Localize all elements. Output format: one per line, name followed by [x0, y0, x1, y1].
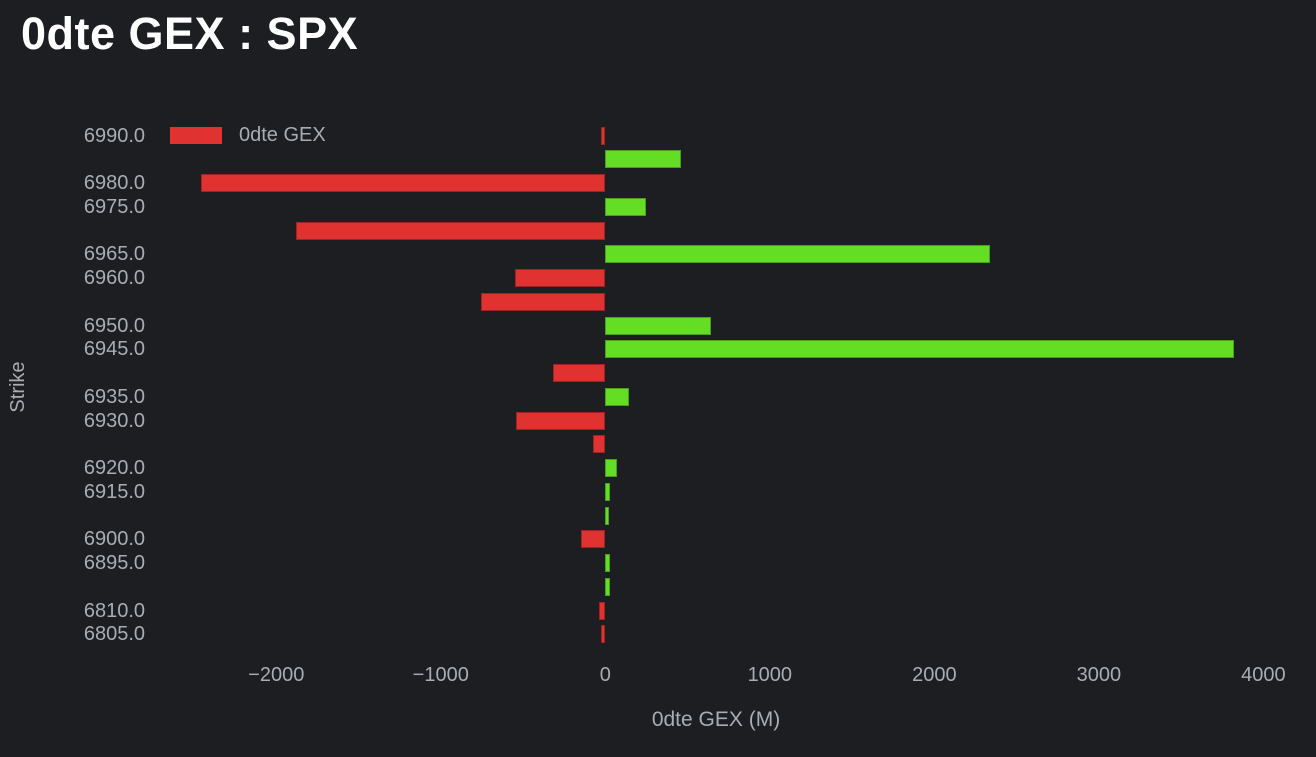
x-tick-label: −1000 — [412, 664, 469, 686]
strike-tick-label: 6960.0 — [83, 267, 145, 290]
gex-bar[interactable] — [601, 126, 606, 145]
gex-bar[interactable] — [605, 577, 611, 596]
strike-tick-label: 6975.0 — [83, 195, 145, 218]
strike-tick-label: 6980.0 — [83, 172, 145, 195]
strike-tick-label: 6900.0 — [83, 528, 145, 551]
gex-bar[interactable] — [515, 411, 606, 430]
strike-tick-label: 6920.0 — [83, 457, 145, 480]
gex-bar[interactable] — [601, 625, 606, 644]
strike-tick-label: 6950.0 — [83, 314, 145, 337]
gex-bar[interactable] — [605, 506, 610, 525]
strike-tick-label: 6810.0 — [83, 599, 145, 622]
gex-bar[interactable] — [605, 482, 611, 501]
gex-bar[interactable] — [605, 245, 991, 264]
gex-bar[interactable] — [200, 174, 606, 193]
x-tick-label: 3000 — [1076, 664, 1122, 686]
gex-bar[interactable] — [605, 197, 647, 216]
x-tick-label: 4000 — [1241, 664, 1286, 686]
gex-bar[interactable] — [605, 459, 617, 478]
strike-tick-label: 6965.0 — [83, 243, 145, 266]
x-tick-label: 1000 — [747, 664, 793, 686]
x-tick-label: −2000 — [248, 664, 305, 686]
strike-tick-label: 6805.0 — [83, 623, 145, 646]
legend-swatch — [170, 127, 222, 144]
strike-tick-label: 6895.0 — [83, 552, 145, 575]
gex-bar[interactable] — [481, 292, 606, 311]
strike-tick-label: 6930.0 — [83, 409, 145, 432]
strike-tick-label: 6915.0 — [83, 480, 145, 503]
y-axis-title: Strike — [7, 361, 29, 413]
gex-bar[interactable] — [605, 340, 1234, 359]
x-tick-label: 2000 — [912, 664, 957, 686]
legend-label: 0dte GEX — [239, 124, 326, 146]
gex-bar[interactable] — [605, 316, 711, 335]
gex-bar[interactable] — [605, 554, 611, 573]
gex-bar[interactable] — [296, 221, 606, 240]
strike-tick-label: 6945.0 — [83, 338, 145, 361]
gex-bar[interactable] — [605, 150, 681, 169]
strike-tick-label: 6935.0 — [83, 385, 145, 408]
gex-bar[interactable] — [514, 269, 606, 288]
x-axis-title: 0dte GEX (M) — [651, 708, 781, 731]
strike-tick-label: 6990.0 — [83, 124, 145, 147]
gex-bar[interactable] — [605, 387, 630, 406]
gex-bar[interactable] — [552, 364, 606, 383]
gex-bar[interactable] — [581, 530, 606, 549]
gex-bar[interactable] — [598, 601, 606, 620]
gex-bar[interactable] — [592, 435, 606, 454]
legend-item[interactable]: 0dte GEX — [170, 124, 326, 147]
chart-title: 0dte GEX : SPX — [21, 8, 359, 59]
x-tick-label: 0 — [599, 664, 611, 686]
